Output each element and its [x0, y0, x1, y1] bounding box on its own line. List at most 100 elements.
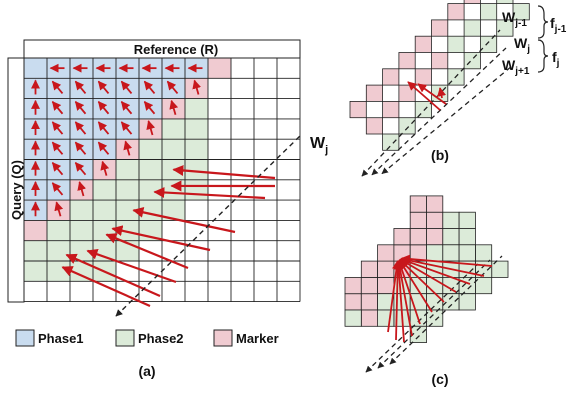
- panel-a-matrix: Reference (R) Query (Q) Wj (a): [7, 39, 328, 379]
- band-cell: [344, 276, 362, 295]
- band-cell: [512, 3, 530, 21]
- band-cell: [479, 3, 498, 21]
- band-cell: [377, 276, 395, 295]
- brace-cur: [537, 39, 549, 73]
- matrix-cell: [93, 179, 116, 201]
- band-cell: [442, 244, 460, 262]
- dependency-arrow: [387, 260, 401, 333]
- band-cell: [414, 68, 432, 86]
- panel-b-arrows: [407, 81, 447, 111]
- matrix-cell: [70, 261, 93, 282]
- band-cell: [426, 211, 444, 229]
- dependency-arrow: [74, 141, 87, 155]
- matrix-cell: [139, 159, 162, 180]
- panel-c-marker-dependencies: (c): [344, 195, 509, 387]
- dependency-arrow: [400, 255, 485, 277]
- reference-label: Reference (R): [134, 42, 219, 57]
- wavefront-next-label: Wj+1: [502, 57, 530, 77]
- band-cell: [344, 293, 362, 311]
- matrix-cell: [185, 139, 208, 160]
- band-cell: [360, 276, 378, 295]
- dependency-arrow: [51, 121, 64, 135]
- band-cell: [393, 228, 411, 246]
- frontier-prev-label: fj-1: [550, 15, 567, 35]
- wavefront-line: [115, 135, 301, 317]
- matrix-cell: [24, 58, 47, 79]
- band-cell: [447, 3, 465, 21]
- dependency-arrow: [394, 260, 405, 343]
- matrix-cell: [116, 179, 139, 201]
- legend-label-phase1: Phase1: [38, 331, 84, 346]
- dependency-arrow: [97, 141, 110, 155]
- matrix-cell: [185, 118, 208, 140]
- band-cell: [463, 19, 481, 37]
- panel-c-wavefront-lines: [365, 255, 503, 373]
- band-cell: [431, 19, 449, 37]
- band-cell: [458, 276, 476, 295]
- matrix-cell: [47, 261, 70, 282]
- band-cell: [463, 52, 481, 70]
- dependency-arrow: [400, 257, 471, 285]
- matrix-cell: [24, 220, 47, 241]
- matrix-cell: [139, 200, 162, 221]
- legend: Phase1 Phase2 Marker: [15, 329, 279, 347]
- dependency-arrow: [74, 121, 87, 135]
- dependency-arrow: [111, 225, 211, 252]
- band-cell: [382, 133, 400, 151]
- band-cell: [398, 117, 416, 135]
- band-cell: [398, 52, 416, 70]
- legend-swatch-phase1: [15, 329, 35, 347]
- band-cell: [426, 195, 444, 213]
- band-cell: [426, 228, 444, 246]
- band-cell: [426, 244, 444, 262]
- band-cell: [442, 211, 460, 229]
- matrix-cell: [70, 200, 93, 221]
- dependency-arrow: [132, 206, 236, 234]
- legend-label-phase2: Phase2: [138, 331, 184, 346]
- matrix-cell: [47, 240, 70, 261]
- brace-prev: [537, 5, 549, 39]
- dependency-arrow: [74, 80, 87, 95]
- dependency-arrow: [399, 258, 457, 293]
- dependency-arrow: [400, 254, 493, 267]
- band-cell: [479, 35, 498, 53]
- dependency-arrow: [97, 101, 110, 115]
- matrix-cell: [162, 200, 185, 221]
- panel-c-arrows: [387, 254, 493, 343]
- dependency-arrow: [74, 161, 87, 176]
- band-cell: [360, 309, 378, 327]
- band-cell: [409, 325, 427, 343]
- matrix-cell: [116, 159, 139, 180]
- band-cell: [377, 260, 395, 278]
- dependency-arrow: [97, 121, 110, 135]
- dependency-arrow: [51, 141, 64, 155]
- dependency-arrow: [51, 80, 64, 95]
- band-cell: [458, 211, 476, 229]
- band-cell: [458, 293, 476, 311]
- dependency-arrow: [143, 80, 156, 95]
- dependency-arrow: [100, 160, 110, 176]
- legend-label-marker: Marker: [236, 331, 279, 346]
- matrix-cell: [139, 179, 162, 201]
- dependency-arrow: [74, 101, 87, 115]
- matrix-cell: [162, 179, 185, 201]
- dependency-arrow: [417, 83, 447, 105]
- band-cell: [409, 228, 427, 246]
- matrix-cell: [139, 139, 162, 160]
- dependency-arrow: [146, 120, 156, 136]
- legend-swatch-phase2: [115, 329, 135, 347]
- band-cell: [360, 260, 378, 278]
- band-cell: [344, 309, 362, 327]
- dependency-arrow: [169, 99, 179, 115]
- band-cell: [426, 309, 444, 327]
- frontier-cur-label: fj: [552, 49, 560, 69]
- matrix-cell: [24, 240, 47, 261]
- dependency-arrow: [86, 248, 177, 284]
- dependency-arrow: [120, 80, 133, 95]
- panel-a-caption: (a): [138, 363, 155, 379]
- dependency-arrow: [166, 80, 179, 95]
- reference-header: [23, 39, 301, 59]
- band-cell: [431, 52, 449, 70]
- band-cell: [349, 101, 367, 119]
